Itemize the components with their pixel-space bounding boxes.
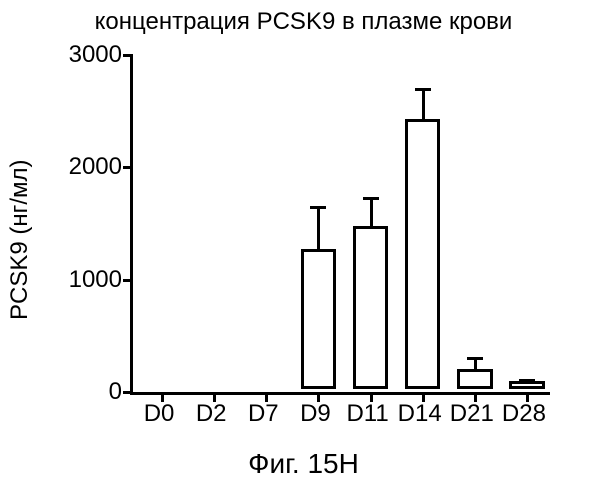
plot-area: [130, 55, 550, 395]
y-tick-label: 3000: [52, 41, 122, 69]
y-tick-label: 2000: [52, 153, 122, 181]
x-tick-label: D7: [248, 400, 279, 428]
bar: [353, 226, 388, 389]
x-tick-label: D9: [300, 400, 331, 428]
y-tick-label: 0: [52, 378, 122, 406]
figure: концентрация PCSK9 в плазме крови PCSK9 …: [0, 0, 607, 500]
chart-title: концентрация PCSK9 в плазме крови: [0, 8, 607, 36]
error-bar: [370, 198, 373, 229]
error-bar: [474, 358, 477, 371]
error-cap: [363, 197, 379, 200]
error-cap: [519, 379, 535, 382]
y-tick-label: 1000: [52, 266, 122, 294]
error-cap: [467, 357, 483, 360]
y-tick: [123, 54, 133, 57]
error-bar: [317, 207, 320, 252]
x-tick-label: D11: [346, 400, 388, 428]
error-cap: [415, 88, 431, 91]
y-tick: [123, 391, 133, 394]
error-bar: [422, 89, 425, 123]
x-tick-label: D14: [398, 400, 442, 428]
bar: [405, 119, 440, 389]
y-tick: [123, 166, 133, 169]
y-axis-label: PCSK9 (нг/мл): [6, 159, 34, 320]
x-tick-label: D21: [450, 400, 494, 428]
error-cap: [310, 206, 326, 209]
figure-caption: Фиг. 15H: [0, 448, 607, 480]
y-tick: [123, 279, 133, 282]
x-tick-label: D28: [502, 400, 546, 428]
x-tick-labels: D0 D2 D7 D9 D11 D14 D21 D28: [130, 400, 550, 430]
bar: [301, 249, 336, 389]
x-tick-label: D2: [196, 400, 227, 428]
bar: [457, 369, 492, 389]
x-tick-label: D0: [144, 400, 175, 428]
